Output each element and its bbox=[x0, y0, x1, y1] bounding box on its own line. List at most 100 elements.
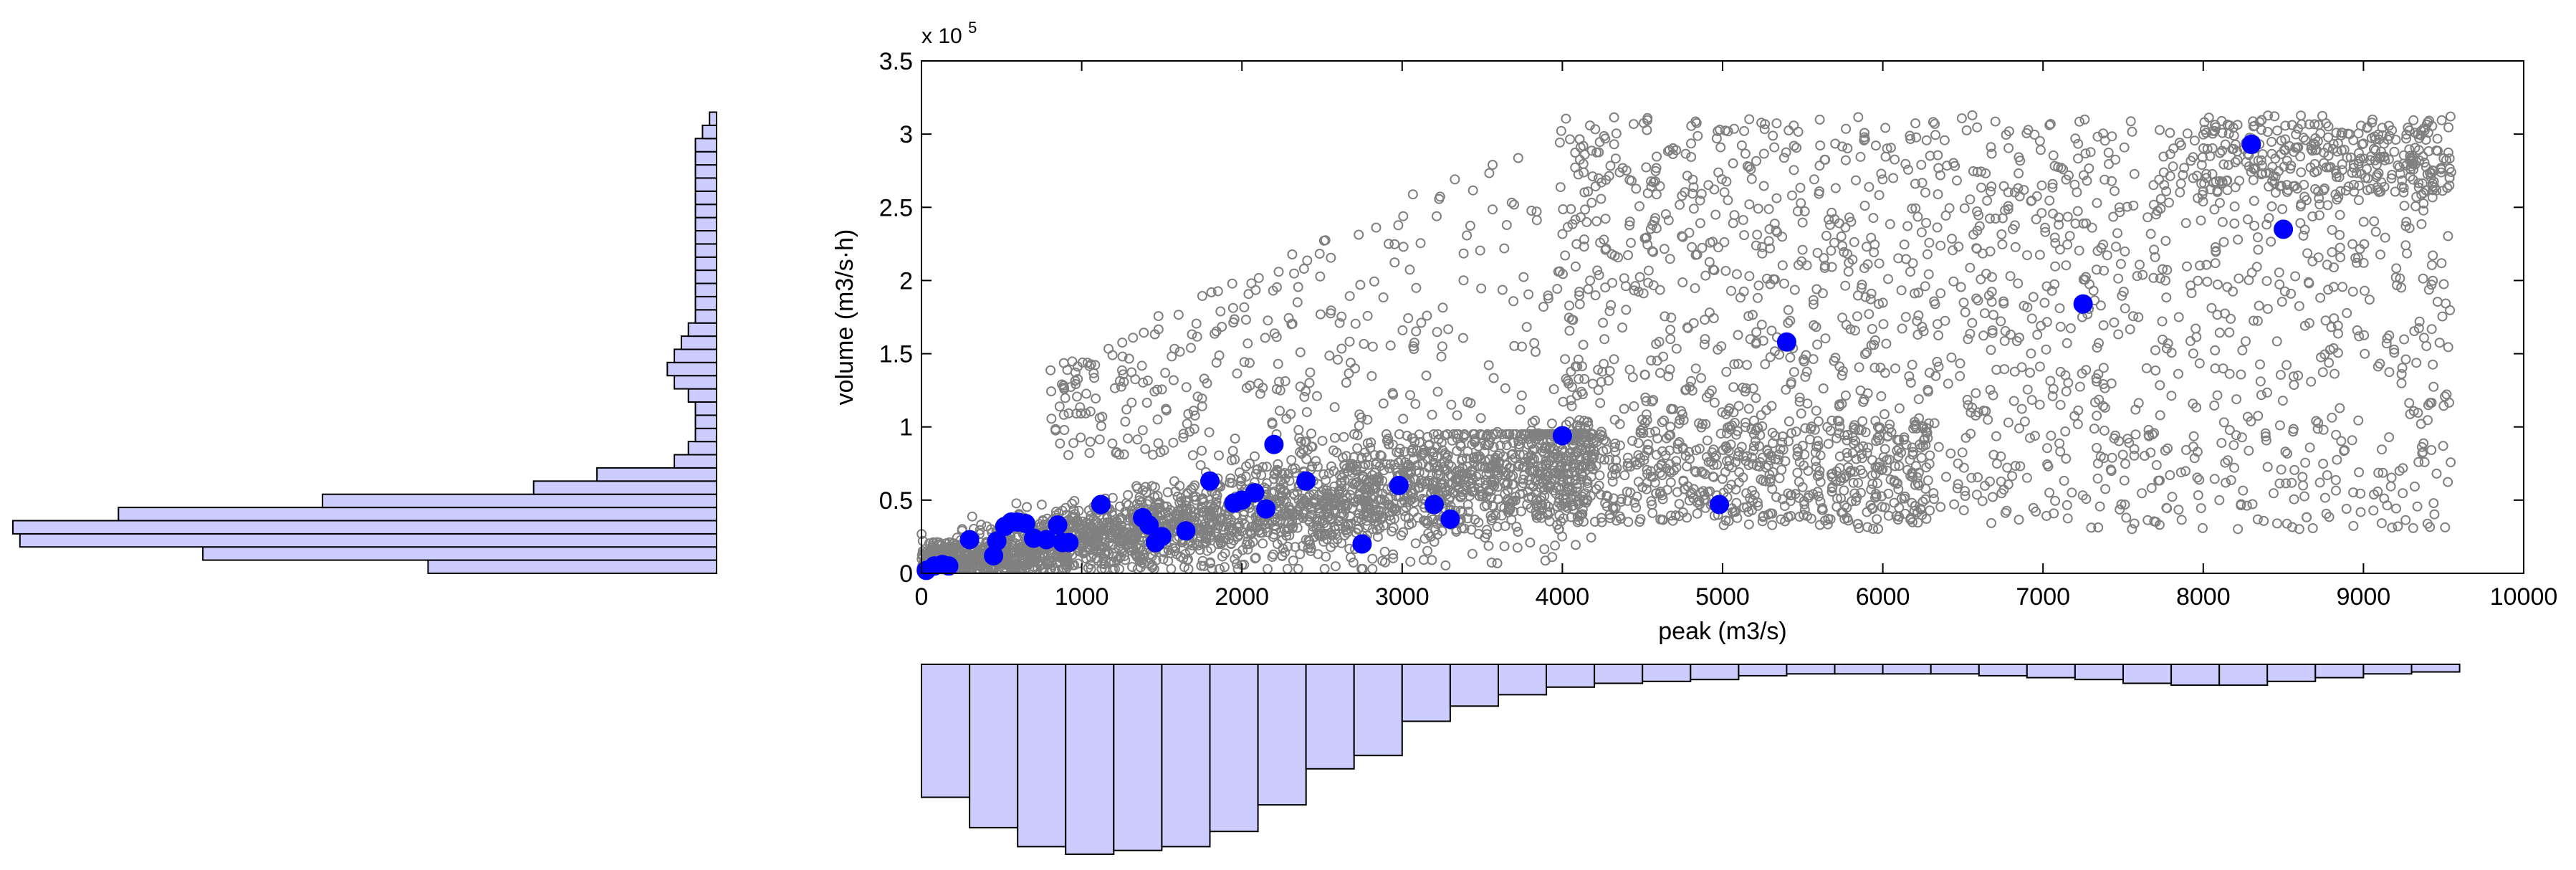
simulated-point bbox=[2224, 327, 2235, 338]
simulated-point bbox=[2054, 219, 2064, 230]
simulated-point bbox=[2028, 502, 2039, 513]
simulated-point bbox=[1180, 505, 1191, 515]
simulated-point bbox=[1685, 381, 1695, 392]
simulated-point bbox=[1493, 482, 1503, 492]
simulated-point bbox=[1758, 510, 1768, 521]
simulated-point bbox=[2130, 429, 2141, 440]
simulated-point bbox=[2034, 361, 2045, 372]
simulated-point bbox=[1404, 264, 1415, 275]
simulated-point bbox=[2279, 161, 2289, 172]
simulated-point bbox=[1866, 288, 1877, 299]
simulated-point bbox=[1967, 110, 1978, 120]
simulated-point bbox=[1248, 537, 1258, 548]
simulated-point bbox=[1573, 354, 1584, 365]
simulated-point bbox=[2223, 455, 2233, 466]
simulated-point bbox=[1907, 360, 1917, 370]
simulated-point bbox=[1746, 173, 1757, 184]
simulated-point bbox=[1321, 551, 1331, 562]
simulated-point bbox=[1532, 487, 1543, 497]
simulated-point bbox=[2129, 168, 2140, 179]
simulated-point bbox=[1552, 284, 1563, 295]
simulated-point bbox=[1602, 491, 1613, 502]
simulated-point bbox=[1641, 396, 1652, 406]
simulated-point bbox=[2314, 477, 2325, 488]
simulated-point bbox=[2099, 402, 2110, 413]
simulated-point bbox=[1748, 383, 1758, 393]
simulated-point bbox=[1647, 507, 1658, 518]
simulated-point bbox=[1902, 221, 1913, 231]
simulated-point bbox=[1239, 560, 1250, 570]
simulated-point bbox=[1859, 135, 1869, 145]
simulated-point bbox=[1381, 429, 1392, 439]
simulated-point bbox=[1642, 439, 1653, 449]
simulated-point bbox=[2000, 325, 2011, 336]
simulated-point bbox=[1614, 440, 1625, 451]
simulated-point bbox=[1375, 450, 1386, 461]
simulated-point bbox=[1488, 204, 1498, 215]
simulated-point bbox=[2107, 176, 2117, 186]
simulated-point bbox=[2232, 155, 2243, 166]
simulated-point bbox=[1371, 474, 1382, 485]
simulated-point bbox=[1263, 518, 1273, 529]
simulated-point bbox=[1417, 458, 1428, 469]
simulated-point bbox=[1920, 281, 1930, 292]
simulated-point bbox=[1829, 355, 1839, 366]
simulated-point bbox=[2082, 176, 2092, 186]
simulated-point bbox=[2092, 443, 2102, 453]
simulated-point bbox=[1925, 450, 1935, 461]
simulated-point bbox=[1899, 239, 1910, 250]
simulated-point bbox=[1099, 534, 1110, 545]
simulated-point bbox=[1500, 383, 1510, 393]
volume-histogram-bar bbox=[118, 507, 718, 522]
simulated-point bbox=[2129, 518, 2140, 529]
simulated-point bbox=[1882, 431, 1893, 442]
simulated-point bbox=[2046, 430, 2057, 441]
simulated-point bbox=[1416, 317, 1427, 328]
simulated-point bbox=[2391, 263, 2402, 274]
simulated-point bbox=[2099, 174, 2110, 185]
simulated-point bbox=[1295, 549, 1306, 560]
simulated-point bbox=[1996, 316, 2006, 327]
simulated-point bbox=[1072, 391, 1082, 402]
simulated-point bbox=[2336, 436, 2347, 446]
simulated-point bbox=[2047, 391, 2058, 401]
simulated-point bbox=[1596, 517, 1607, 527]
simulated-point bbox=[1409, 507, 1419, 517]
simulated-point bbox=[2128, 200, 2139, 211]
simulated-point bbox=[1809, 174, 1819, 185]
simulated-point bbox=[1025, 548, 1036, 558]
simulated-point bbox=[1579, 167, 1589, 178]
simulated-point bbox=[1196, 560, 1207, 571]
simulated-point bbox=[1744, 161, 1755, 172]
simulated-point bbox=[1666, 312, 1677, 323]
simulated-point bbox=[2164, 197, 2174, 208]
simulated-point bbox=[1070, 367, 1081, 378]
simulated-point bbox=[2155, 193, 2166, 204]
simulated-point bbox=[2155, 475, 2165, 486]
simulated-point bbox=[1367, 341, 1378, 352]
simulated-point bbox=[2158, 264, 2168, 274]
simulated-point bbox=[2317, 367, 2328, 378]
simulated-point bbox=[1355, 279, 1366, 290]
simulated-point bbox=[1324, 350, 1335, 361]
simulated-point bbox=[1869, 335, 1880, 345]
simulated-point bbox=[1885, 143, 1896, 153]
simulated-point bbox=[1768, 130, 1778, 141]
simulated-point bbox=[1495, 448, 1505, 459]
volume-histogram-bar bbox=[702, 124, 718, 140]
simulated-point bbox=[2070, 133, 2081, 144]
simulated-point bbox=[1244, 459, 1255, 469]
simulated-point bbox=[2209, 400, 2220, 411]
simulated-point bbox=[1548, 451, 1559, 462]
simulated-point bbox=[2078, 218, 2089, 229]
simulated-point bbox=[1591, 461, 1601, 472]
simulated-point bbox=[1402, 431, 1412, 441]
simulated-point bbox=[1656, 459, 1667, 469]
simulated-point bbox=[1531, 347, 1541, 357]
simulated-point bbox=[1726, 285, 1736, 296]
simulated-point bbox=[1155, 447, 1166, 457]
simulated-point bbox=[2418, 333, 2429, 343]
simulated-point bbox=[2119, 475, 2130, 486]
simulated-point bbox=[2311, 416, 2322, 426]
simulated-point bbox=[2402, 248, 2413, 259]
